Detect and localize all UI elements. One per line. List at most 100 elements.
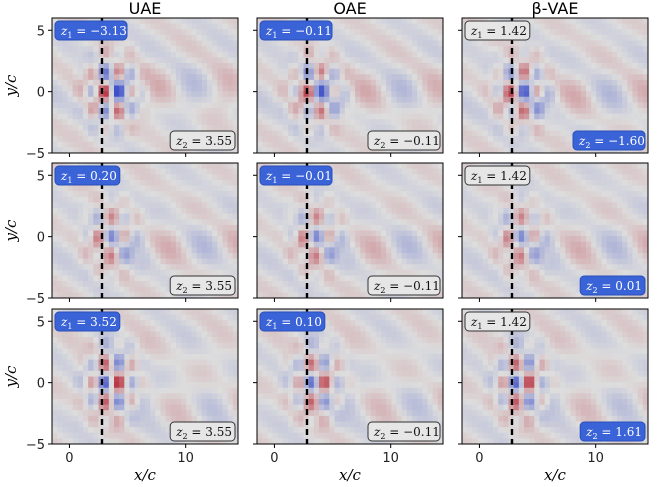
heatmap-cell — [549, 163, 556, 170]
heatmap-cell — [637, 102, 644, 109]
heatmap-cell — [524, 113, 530, 120]
heatmap-cell — [186, 113, 193, 120]
heatmap-cell — [565, 141, 572, 148]
heatmap-cell — [391, 202, 398, 209]
heatmap-cell — [139, 269, 146, 277]
heatmap-cell — [586, 230, 592, 237]
heatmap-cell — [212, 258, 218, 265]
heatmap-cell — [298, 63, 305, 70]
heatmap-cell — [222, 230, 229, 237]
heatmap-cell — [329, 185, 336, 192]
heatmap-cell — [196, 102, 203, 109]
heatmap-cell — [134, 136, 141, 143]
heatmap-cell — [350, 236, 356, 243]
heatmap-cell — [212, 247, 218, 254]
heatmap-cell — [170, 119, 177, 126]
heatmap-cell — [57, 108, 63, 115]
heatmap-cell — [282, 191, 289, 198]
heatmap-cell — [145, 253, 151, 260]
heatmap-cell — [217, 57, 224, 64]
heatmap-cell — [406, 202, 413, 209]
heatmap-cell — [262, 247, 268, 254]
heatmap-cell — [319, 224, 325, 232]
heatmap-cell — [344, 96, 351, 103]
heatmap-cell — [350, 208, 356, 215]
heatmap-cell — [308, 258, 315, 265]
heatmap-cell — [462, 57, 468, 64]
heatmap-cell — [513, 264, 520, 271]
heatmap-cell — [472, 102, 479, 109]
heatmap-cell — [119, 247, 125, 254]
heatmap-cell — [293, 46, 299, 53]
heatmap-cell — [422, 219, 429, 226]
heatmap-cell — [462, 136, 468, 143]
heatmap-cell — [570, 191, 577, 198]
heatmap-cell — [155, 124, 162, 132]
heatmap-cell — [108, 79, 115, 87]
heatmap-cell — [355, 219, 361, 226]
heatmap-cell — [257, 236, 263, 243]
heatmap-cell — [262, 124, 268, 132]
heatmap-cell — [493, 281, 499, 288]
heatmap-cell — [350, 79, 356, 87]
heatmap-cell — [544, 57, 551, 64]
heatmap-cell — [165, 68, 172, 75]
heatmap-cell — [129, 29, 136, 36]
heatmap-cell — [560, 79, 566, 87]
heatmap-cell — [534, 136, 541, 143]
heatmap-cell — [160, 40, 167, 47]
heatmap-cell — [282, 147, 289, 153]
heatmap-cell — [165, 124, 172, 132]
heatmap-cell — [611, 57, 618, 64]
heatmap-cell — [339, 119, 346, 126]
heatmap-cell — [288, 85, 294, 92]
heatmap-cell — [617, 119, 623, 126]
heatmap-cell — [350, 286, 356, 293]
heatmap-cell — [186, 264, 193, 271]
heatmap-cell — [181, 74, 187, 81]
heatmap-cell — [601, 18, 608, 25]
heatmap-cell — [217, 63, 224, 70]
heatmap-cell — [591, 102, 597, 109]
heatmap-cell — [334, 130, 341, 137]
heatmap-cell — [544, 29, 551, 36]
badge-value: −0.11 — [403, 279, 440, 293]
heatmap-cell — [637, 113, 644, 120]
heatmap-cell — [544, 46, 551, 53]
heatmap-cell — [381, 85, 387, 92]
heatmap-cell — [487, 202, 494, 209]
heatmap-cell — [212, 51, 218, 58]
heatmap-cell — [108, 269, 115, 277]
heatmap-cell — [555, 236, 561, 243]
heatmap-cell — [324, 63, 330, 70]
heatmap-cell — [257, 202, 263, 209]
heatmap-cell — [160, 269, 167, 277]
heatmap-cell — [277, 269, 284, 277]
heatmap-cell — [88, 191, 94, 198]
heatmap-cell — [487, 236, 494, 243]
heatmap-cell — [365, 124, 372, 132]
heatmap-cell — [487, 219, 494, 226]
heatmap-cell — [622, 68, 628, 75]
heatmap-cell — [103, 213, 110, 220]
heatmap-cell — [139, 29, 146, 36]
heatmap-cell — [539, 108, 546, 115]
heatmap-cell — [396, 63, 403, 70]
heatmap-cell — [103, 208, 110, 215]
heatmap-cell — [396, 236, 403, 243]
heatmap-cell — [565, 191, 572, 198]
heatmap-cell — [503, 208, 510, 215]
heatmap-cell — [350, 174, 356, 181]
heatmap-cell — [308, 91, 315, 98]
heatmap-cell — [591, 29, 597, 36]
heatmap-cell — [360, 79, 367, 87]
heatmap-cell — [493, 130, 499, 137]
heatmap-cell — [417, 168, 423, 175]
heatmap-cell — [129, 224, 136, 232]
heatmap-cell — [580, 57, 587, 64]
heatmap-cell — [344, 29, 351, 36]
heatmap-cell — [72, 91, 79, 98]
heatmap-cell — [375, 102, 382, 109]
